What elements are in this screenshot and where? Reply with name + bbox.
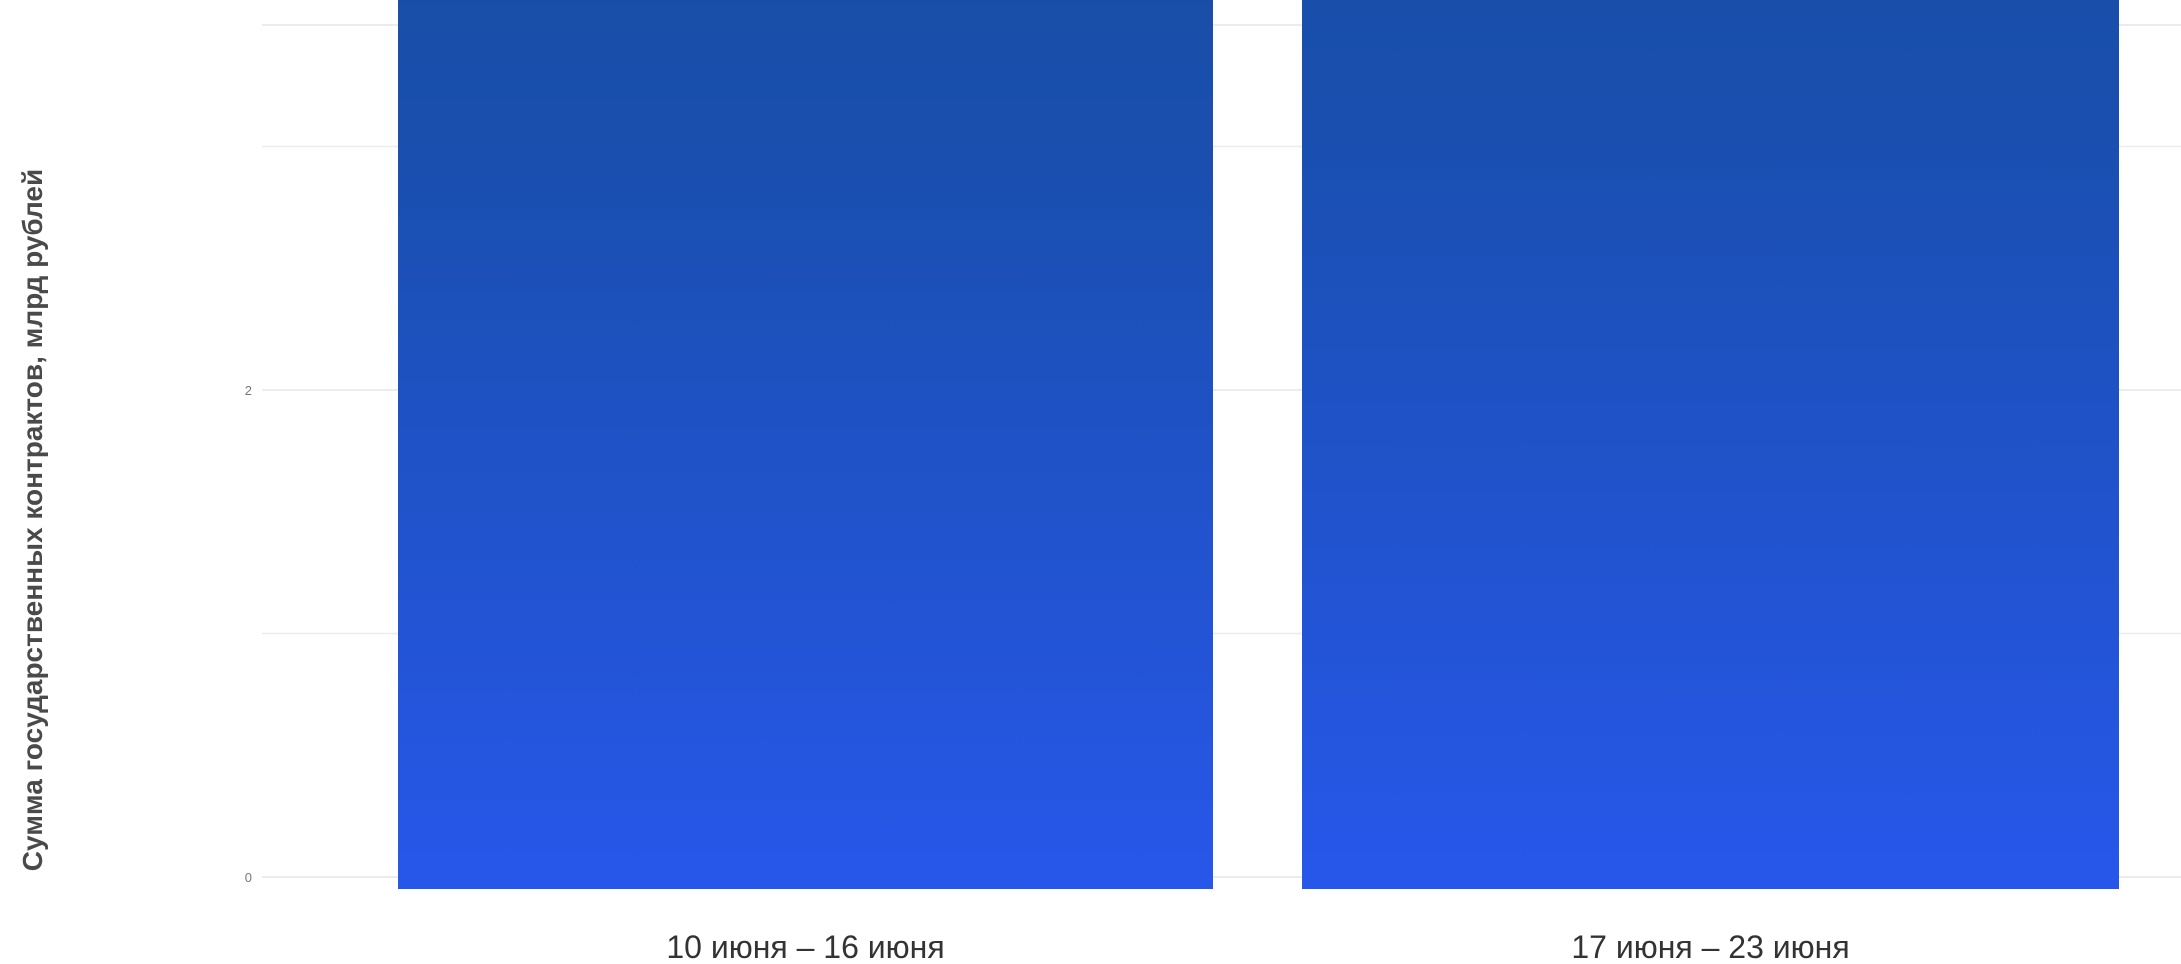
- bars-layer: 6.466.84: [398, 0, 2119, 890]
- bar: [1302, 0, 2119, 890]
- y-tick-label: 0: [245, 870, 252, 885]
- x-category-label: 10 июня – 16 июня: [666, 929, 944, 959]
- y-axis-label: Сумма государственных контрактов, млрд р…: [17, 169, 48, 871]
- x-categories: 10 июня – 16 июня 17 июня – 23 июня: [666, 929, 1849, 964]
- y-ticks: 0246: [245, 383, 252, 885]
- x-category-label: 17 июня – 23 июня: [1571, 929, 1849, 959]
- y-tick-label: 2: [245, 383, 252, 398]
- bar: [398, 0, 1213, 889]
